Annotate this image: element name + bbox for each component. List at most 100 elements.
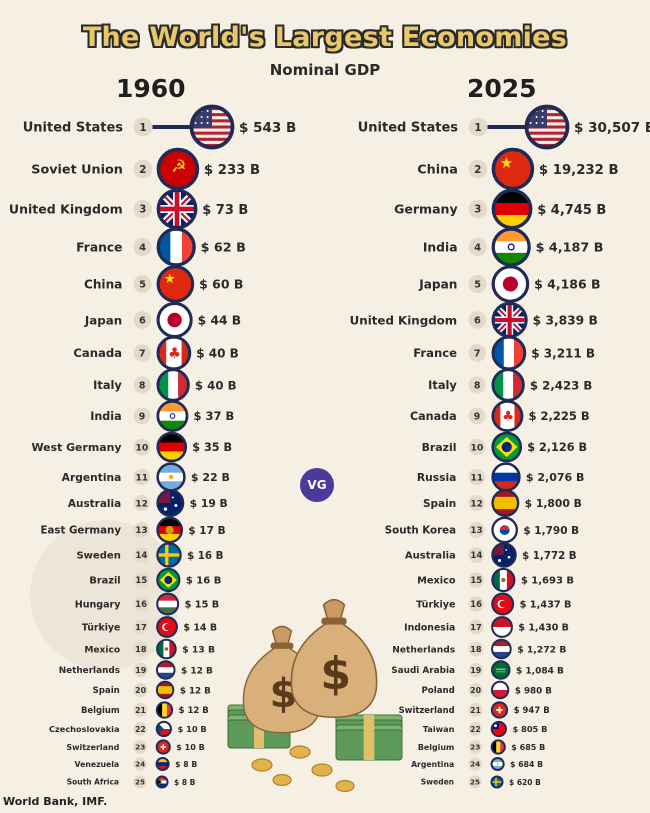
flag-sa-icon [490, 660, 511, 680]
country-name: Brazil [89, 576, 120, 587]
flag-ve-icon [155, 756, 170, 772]
rank-badge [133, 775, 147, 789]
gdp-value-label: $ 4,186 B [534, 277, 600, 292]
economy-row: Germany 3 $ 4,745 B [394, 188, 606, 230]
rank-badge [468, 547, 485, 563]
rank-number: 7 [139, 349, 146, 360]
flag-br-icon [491, 431, 523, 463]
economy-row: Venezuela 24 $ 8 B [75, 756, 197, 772]
economy-row: Argentina 24 $ 684 B [411, 756, 543, 772]
coin-icon [289, 745, 311, 759]
gdp-value-label: $ 3,211 B [531, 346, 595, 360]
economy-row: Hungary 16 $ 15 B [75, 592, 219, 616]
year-1960-heading: 1960 [116, 74, 186, 103]
rank-badge [133, 407, 151, 425]
gdp-value-label: $ 40 B [195, 378, 237, 392]
country-name: Canada [410, 410, 457, 423]
country-name: France [76, 240, 122, 254]
country-name: East Germany [41, 525, 122, 537]
rank-badge [133, 703, 148, 717]
gdp-value-label: $ 1,800 B [525, 497, 582, 510]
economy-row: Netherlands 19 $ 12 B [59, 660, 213, 680]
money-bags-illustration: $ $ [227, 598, 403, 792]
country-name: Taiwan [423, 724, 455, 734]
economy-row: Japan 5 $ 4,186 B [418, 265, 601, 303]
flag-es-icon [155, 680, 175, 700]
economy-row: Italy 8 $ 2,423 B [428, 368, 592, 402]
economy-row: France 4 $ 62 B [76, 227, 246, 267]
rank-badge [133, 757, 147, 771]
economy-row: West Germany 10 $ 35 B [32, 431, 232, 463]
flag-in-icon [491, 227, 531, 267]
economy-row: China 5 ★ $ 60 B [84, 265, 243, 303]
economy-row: United States 1 $ 30,507 B [358, 104, 650, 150]
flag-cn-icon: ★ [156, 265, 195, 303]
country-name: Australia [68, 498, 121, 510]
flag-za-icon [155, 775, 169, 789]
rank-number: 24 [470, 760, 480, 769]
rank-number: 3 [474, 205, 481, 216]
gdp-value-label: $ 947 B [514, 706, 550, 716]
rank-number: 11 [135, 473, 148, 483]
rank-number: 3 [139, 205, 146, 216]
rank-badge [468, 376, 486, 394]
rank-number: 2 [474, 164, 481, 176]
flag-uk-icon [156, 188, 198, 230]
rank-badge [133, 494, 150, 512]
economy-row: France 7 $ 3,211 B [413, 335, 595, 371]
country-name: West Germany [32, 441, 122, 454]
vg-logo: VG [300, 468, 334, 502]
gdp-value-label: $ 685 B [511, 743, 545, 752]
country-name: China [417, 163, 458, 178]
gdp-value-label: $ 684 B [510, 760, 543, 769]
rank-badge [133, 311, 152, 329]
country-name: Netherlands [59, 666, 120, 676]
rank-number: 1 [474, 122, 481, 134]
flag-nl-icon [491, 638, 512, 660]
rank-number: 5 [139, 280, 146, 291]
rank-number: 9 [474, 411, 481, 422]
rank-number: 19 [135, 666, 147, 675]
svg-text:♣: ♣ [502, 410, 514, 425]
rank-number: 17 [470, 622, 482, 632]
country-name: Poland [421, 686, 454, 696]
rank-badge [133, 572, 149, 588]
country-name: Saudi Arabia [391, 666, 455, 676]
rank-number: 13 [470, 526, 482, 536]
economy-row: South Korea 13 $ 1,790 B [385, 516, 579, 544]
rank-badge [133, 619, 149, 635]
svg-text:★: ★ [500, 154, 514, 172]
rank-number: 25 [135, 778, 145, 787]
flag-ar-icon [490, 756, 505, 772]
economy-row: India 9 $ 37 B [90, 400, 234, 432]
gdp-value-label: $ 22 B [191, 471, 230, 484]
country-name: India [423, 240, 458, 254]
flag-tr-icon [156, 616, 178, 638]
flag-tr-icon [491, 592, 515, 616]
rank-badge [468, 159, 488, 179]
rank-badge [133, 468, 150, 486]
gdp-value-label: $ 12 B [179, 706, 209, 716]
country-name: Netherlands [392, 645, 455, 655]
gdp-value-label: $ 2,225 B [529, 409, 590, 423]
flag-cz-icon [155, 720, 172, 738]
page-title: The World's Largest Economies [82, 22, 568, 53]
rank-number: 9 [139, 411, 146, 422]
economy-row: Sweden 25 $ 620 B [421, 775, 541, 789]
rank-badge [133, 199, 152, 219]
country-name: Sweden [76, 551, 120, 562]
flag-cn-icon: ★ [491, 147, 535, 191]
flag-de-icon [491, 188, 533, 230]
rank-number: 25 [470, 778, 480, 787]
source-note: World Bank, IMF. [3, 795, 108, 808]
economy-row: Canada 7 ♣ $ 40 B [73, 335, 239, 371]
economy-row: Türkiye 17 $ 14 B [82, 616, 217, 638]
rank-badge [133, 682, 148, 698]
rank-badge [468, 344, 486, 362]
flag-it-icon [156, 368, 190, 402]
gdp-value-label: $ 16 B [187, 550, 224, 562]
gdp-value-label: $ 233 B [204, 163, 260, 178]
svg-text:★: ★ [164, 272, 176, 287]
economy-row: Indonesia 17 $ 1,430 B [404, 616, 569, 638]
rank-number: 6 [474, 316, 481, 327]
